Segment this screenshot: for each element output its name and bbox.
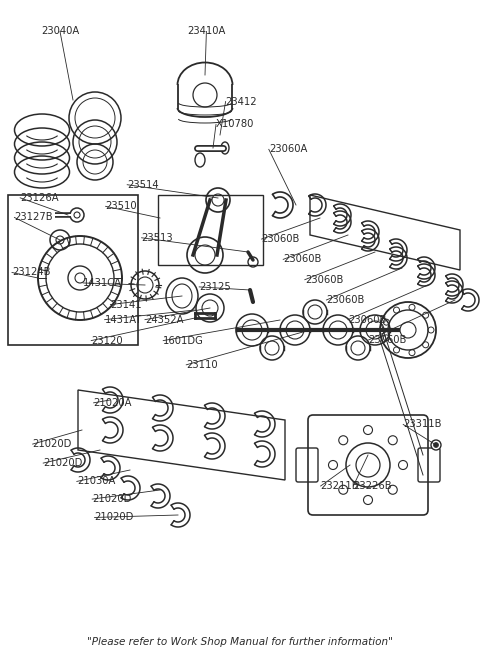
Text: 24352A: 24352A	[145, 314, 183, 325]
Text: 1431CA: 1431CA	[83, 278, 122, 288]
Text: 23510: 23510	[106, 201, 137, 212]
Bar	[8, 195, 138, 345]
Circle shape	[433, 443, 439, 447]
Text: 23060A: 23060A	[269, 144, 307, 155]
Text: 21020D: 21020D	[43, 458, 83, 468]
Text: 1431AT: 1431AT	[105, 314, 142, 325]
Text: 21020D: 21020D	[95, 512, 134, 523]
Text: 23513: 23513	[142, 233, 173, 243]
Text: 21020D: 21020D	[92, 494, 132, 504]
Text: 23514: 23514	[127, 179, 159, 190]
Text: 23141: 23141	[110, 299, 142, 310]
Text: 23060B: 23060B	[283, 254, 322, 265]
Text: 21020A: 21020A	[94, 398, 132, 408]
Text: 23060B: 23060B	[305, 274, 343, 285]
Text: X10780: X10780	[216, 119, 254, 130]
Text: 23410A: 23410A	[187, 26, 226, 37]
Text: 23412: 23412	[226, 96, 257, 107]
Text: 21020D: 21020D	[33, 439, 72, 449]
Text: 23060B: 23060B	[326, 295, 365, 305]
Text: 23211B: 23211B	[321, 481, 359, 491]
Text: "Please refer to Work Shop Manual for further information": "Please refer to Work Shop Manual for fu…	[87, 637, 393, 647]
Text: 23125: 23125	[199, 282, 231, 292]
Text: 21030A: 21030A	[77, 476, 115, 487]
Text: 23311B: 23311B	[403, 419, 442, 430]
Text: 23060B: 23060B	[262, 234, 300, 244]
Text: 23120: 23120	[91, 335, 123, 346]
Text: 23126A: 23126A	[20, 193, 59, 203]
Circle shape	[431, 440, 441, 450]
Text: 23060B: 23060B	[348, 314, 386, 325]
Text: 23226B: 23226B	[353, 481, 392, 491]
Text: 23040A: 23040A	[41, 26, 79, 37]
Text: 23110: 23110	[186, 360, 218, 370]
Text: 23060B: 23060B	[369, 335, 407, 345]
Text: 23127B: 23127B	[14, 212, 53, 223]
Text: 23124B: 23124B	[12, 267, 50, 278]
Text: 1601DG: 1601DG	[163, 335, 204, 346]
Bar	[158, 195, 263, 265]
